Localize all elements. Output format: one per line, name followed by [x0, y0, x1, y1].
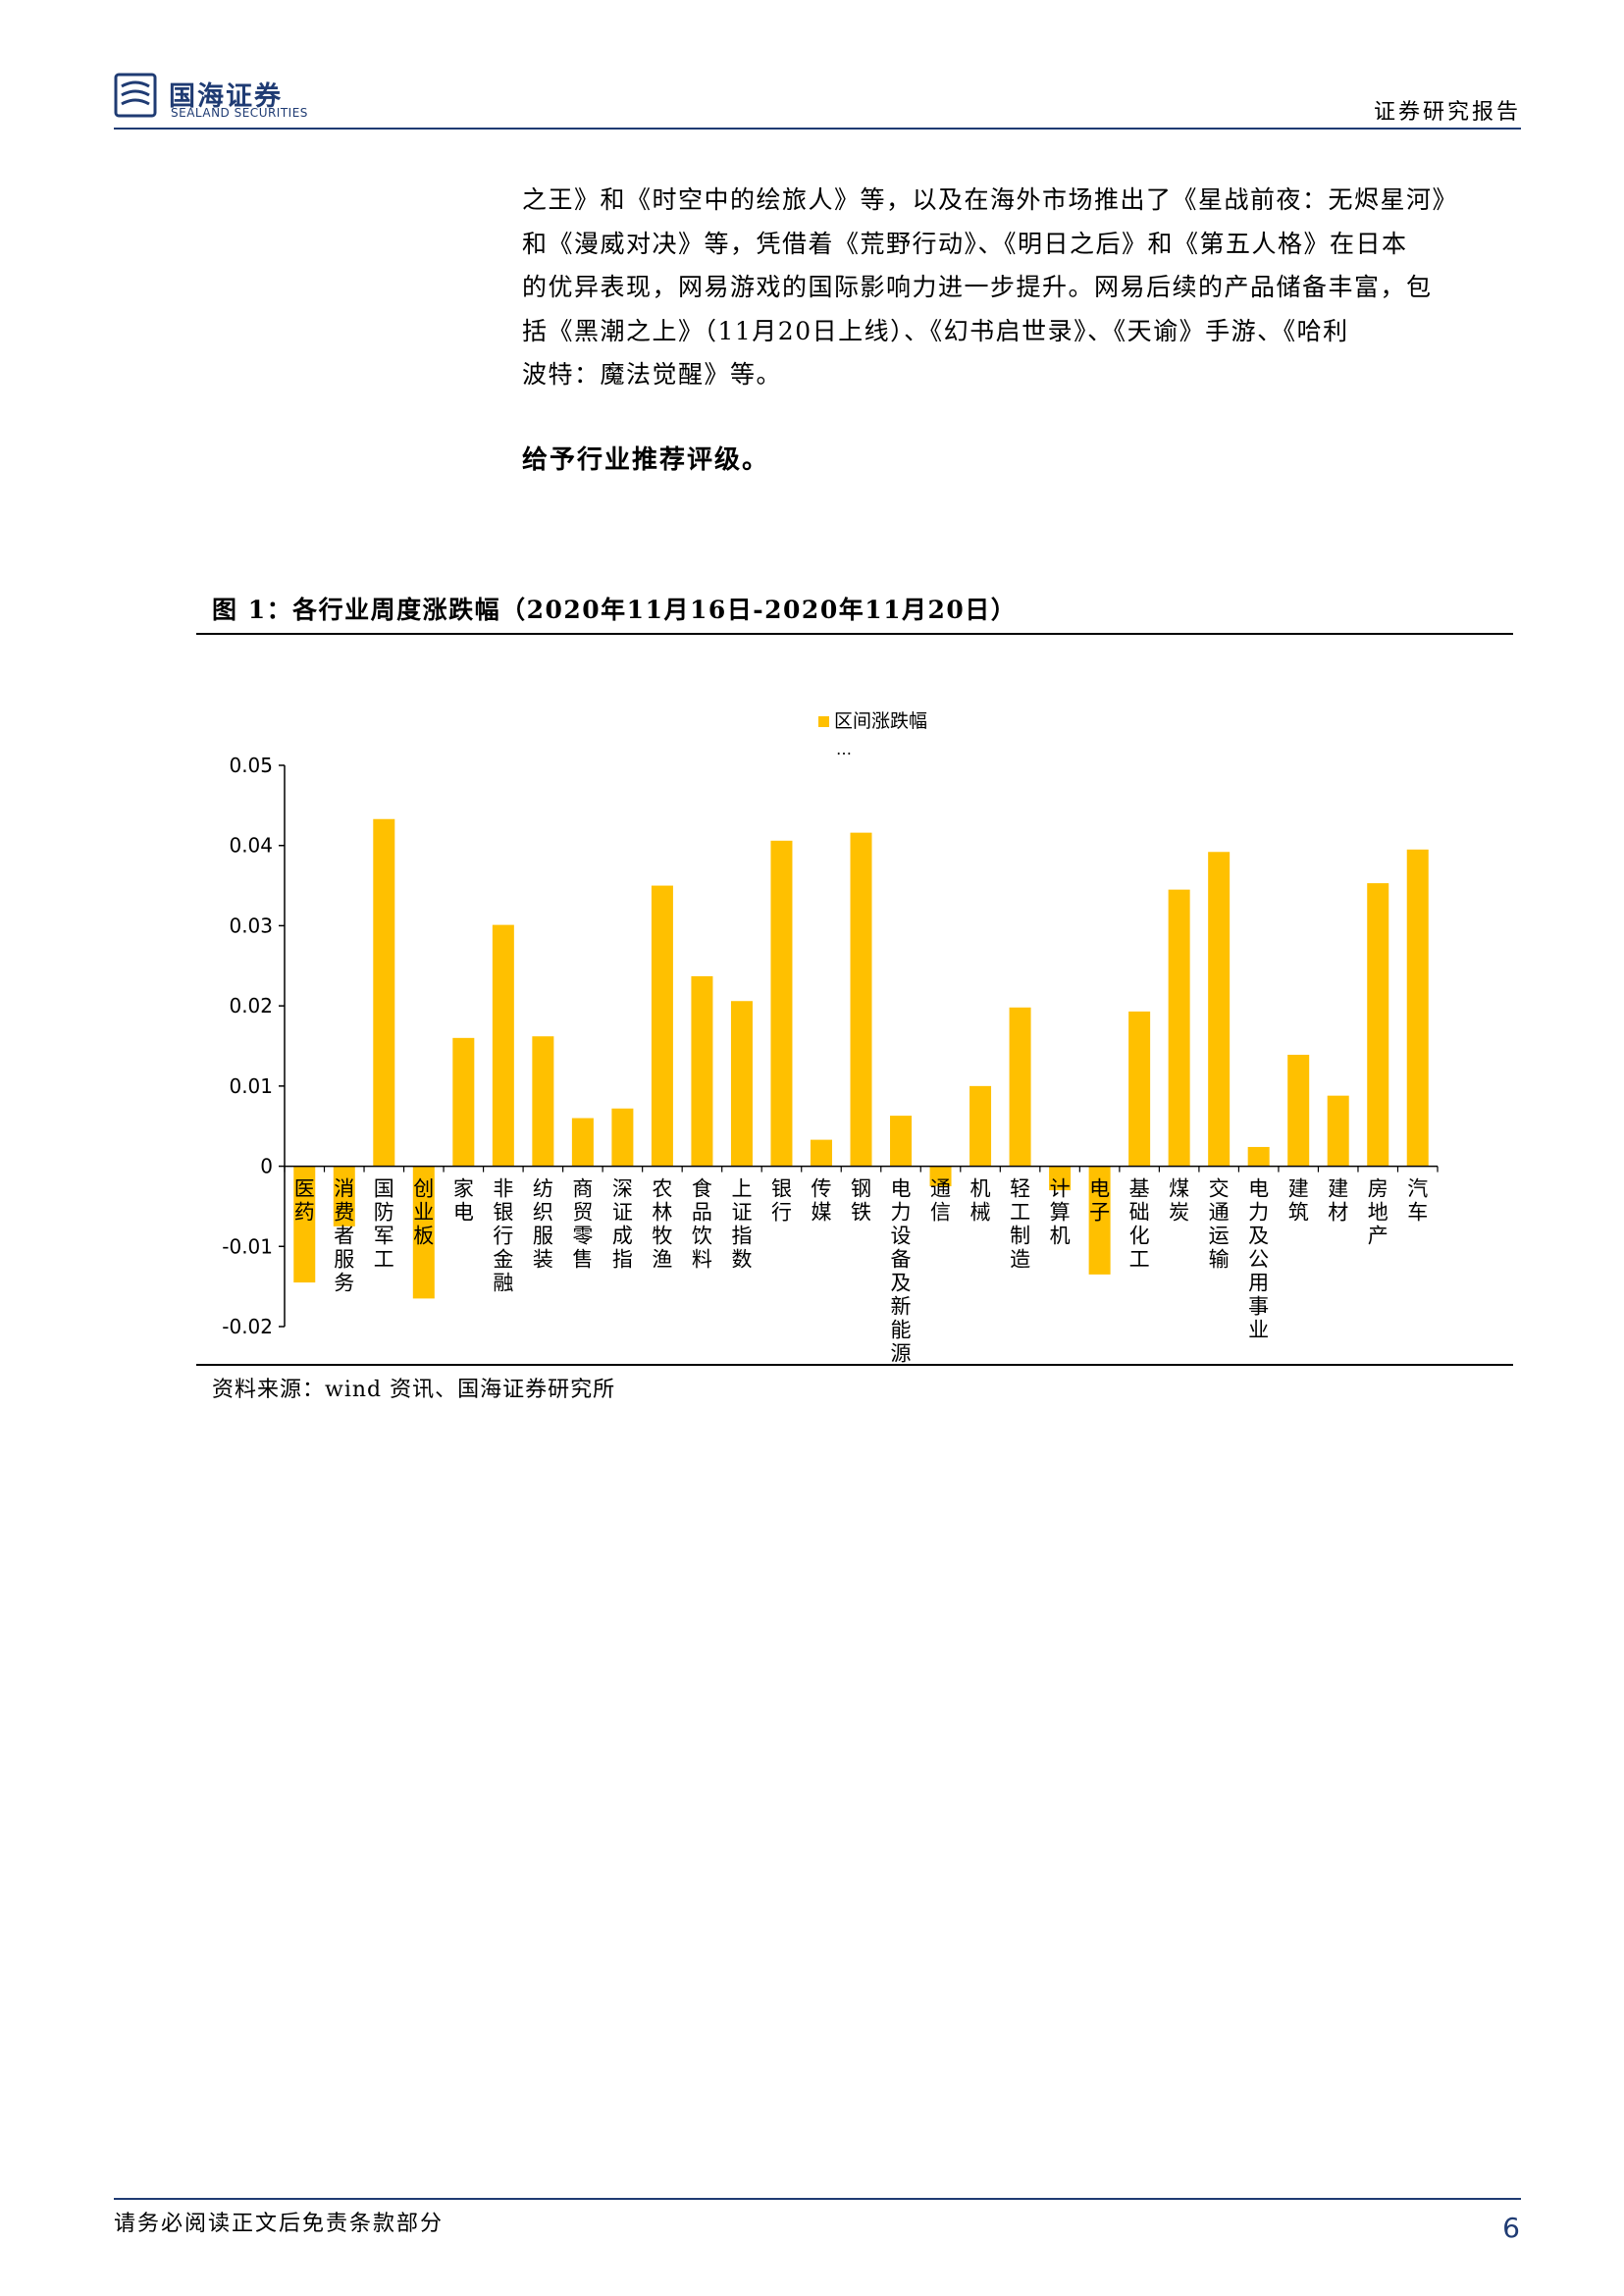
bar: [969, 1085, 992, 1167]
x-category-label: 医药: [294, 1177, 315, 1225]
bar: [611, 1108, 634, 1167]
bar: [1367, 883, 1389, 1167]
y-tick-label: 0.01: [229, 1074, 273, 1098]
bar: [1327, 1095, 1349, 1167]
industry-weekly-change-chart: 区间涨跌幅 … 0.05 0.04 0.03 0.02 0.01 0 -0.01 -0.02 医药消…: [222, 710, 1439, 1364]
bar: [293, 1166, 316, 1283]
x-category-label: 消费者服务: [334, 1177, 354, 1295]
x-category-label: 房地产: [1368, 1177, 1388, 1248]
y-tick-label: 0: [260, 1155, 273, 1178]
legend-swatch: [818, 716, 829, 727]
bar: [850, 832, 872, 1167]
bar: [1208, 852, 1231, 1167]
bar: [1168, 889, 1190, 1167]
bar: [532, 1036, 554, 1167]
x-category-label: 银行: [771, 1177, 792, 1225]
bar: [412, 1166, 435, 1299]
legend-ellipsis: …: [836, 740, 852, 758]
bar: [373, 818, 395, 1167]
x-category-label: 通信: [930, 1177, 951, 1225]
recommendation: 给予行业推荐评级。: [522, 445, 770, 475]
footer-disclaimer: 请务必阅读正文后免责条款部分: [114, 2212, 445, 2236]
bar: [492, 924, 514, 1167]
x-category-label: 传媒: [811, 1177, 831, 1225]
brand-name-english: SEALAND SECURITIES: [171, 106, 308, 120]
x-category-label: 创业板: [413, 1177, 434, 1248]
sealand-logo-icon: [114, 73, 157, 118]
figure-source: 资料来源：wind 资讯、国海证券研究所: [212, 1378, 616, 1402]
figure-top-rule: [196, 633, 1513, 635]
x-category-label: 电子: [1089, 1177, 1110, 1225]
report-type: 证券研究报告: [1373, 100, 1521, 125]
bar: [770, 840, 793, 1167]
y-tick-label: 0.04: [229, 834, 273, 858]
bar: [452, 1037, 475, 1167]
legend-label: 区间涨跌幅: [834, 710, 927, 732]
bar: [651, 885, 673, 1167]
x-category-label: 建材: [1328, 1177, 1348, 1225]
bar: [929, 1166, 952, 1186]
bar: [1406, 849, 1429, 1167]
x-category-label: 交通运输: [1209, 1177, 1230, 1272]
bar: [1049, 1166, 1072, 1191]
bar: [1287, 1054, 1310, 1167]
y-tick-label: 0.02: [229, 994, 273, 1018]
bar: [691, 975, 713, 1167]
y-tick-label: -0.01: [222, 1234, 273, 1258]
y-tick-label: 0.03: [229, 913, 273, 937]
footer-rule: [114, 2198, 1521, 2200]
x-category-label: 建筑: [1288, 1177, 1309, 1225]
bar: [810, 1139, 832, 1167]
x-category-label: 电力及公用事业: [1248, 1177, 1269, 1342]
paragraph-line: 的优异表现，网易游戏的国际影响力进一步提升。网易后续的产品储备丰富，包: [522, 273, 1433, 301]
paragraph-line: 之王》和《时空中的绘旅人》等，以及在海外市场推出了《星战前夜：无烬星河》: [522, 185, 1459, 214]
y-tick-label: 0.05: [229, 754, 273, 777]
x-category-label: 机械: [970, 1177, 991, 1225]
figure-title: 图 1：各行业周度涨跌幅（2020年11月16日-2020年11月20日）: [212, 596, 1018, 624]
x-category-label: 纺织服装: [533, 1177, 553, 1272]
x-category-label: 上证指数: [731, 1177, 752, 1272]
x-category-label: 汽车: [1407, 1177, 1428, 1225]
x-category-label: 计算机: [1050, 1177, 1071, 1248]
paragraph-line: 和《漫威对决》等，凭借着《荒野行动》、《明日之后》和《第五人格》在日本: [522, 229, 1408, 258]
x-category-label: 食品饮料: [692, 1177, 712, 1272]
x-category-label: 电力设备及新能源: [891, 1177, 912, 1364]
body-paragraph: 之王》和《时空中的绘旅人》等，以及在海外市场推出了《星战前夜：无烬星河》 和《漫…: [522, 179, 1523, 397]
bar: [571, 1118, 594, 1167]
paragraph-line: 波特：魔法觉醒》等。: [522, 360, 783, 389]
x-category-label: 轻工制造: [1010, 1177, 1030, 1272]
y-tick-label: -0.02: [222, 1315, 273, 1338]
x-category-label: 国防军工: [374, 1177, 394, 1272]
x-category-label: 深证成指: [612, 1177, 633, 1272]
x-category-label: 基础化工: [1129, 1177, 1150, 1272]
x-category-label: 非银行金融: [493, 1177, 513, 1295]
bar: [1088, 1166, 1111, 1275]
bar: [730, 1001, 753, 1167]
bar: [890, 1116, 913, 1167]
bar: [1247, 1146, 1270, 1167]
bar: [333, 1166, 355, 1226]
bar: [1128, 1011, 1151, 1167]
figure-bottom-rule: [196, 1364, 1513, 1366]
x-category-label: 农林牧渔: [652, 1177, 672, 1272]
bar: [1009, 1007, 1031, 1167]
paragraph-line: 括《黑潮之上》（11月20日上线）、《幻书启世录》、《天谕》手游、《哈利: [522, 316, 1349, 345]
brand-name: 国海证券: [169, 81, 283, 112]
page-header: 国海证券 SEALAND SECURITIES 证券研究报告: [114, 73, 1521, 130]
x-category-label: 家电: [453, 1177, 474, 1225]
page-number: 6: [1502, 2212, 1520, 2244]
x-category-label: 钢铁: [851, 1177, 871, 1225]
x-category-label: 商贸零售: [572, 1177, 593, 1272]
x-category-label: 煤炭: [1169, 1177, 1189, 1225]
